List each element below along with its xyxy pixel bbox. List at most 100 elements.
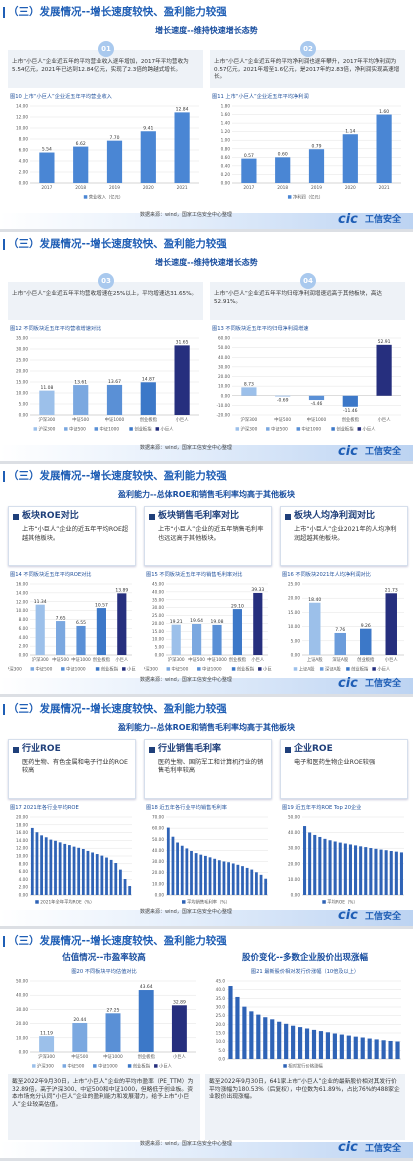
legend-label: 中证1000 xyxy=(100,426,120,433)
box-title: 板块销售毛利率对比 xyxy=(158,511,240,522)
legend-label: 沪深300 xyxy=(8,666,22,673)
header-bar xyxy=(3,7,5,18)
y-tick-label: 50.00 xyxy=(288,814,300,819)
legend-label: 中证500 xyxy=(68,1062,85,1069)
bar xyxy=(68,844,71,895)
value-label: 7.65 xyxy=(56,616,66,622)
value-label: -11.46 xyxy=(343,408,358,414)
bar xyxy=(231,863,235,895)
bar xyxy=(194,852,198,895)
legend-swatch xyxy=(61,667,65,672)
y-tick-label: 15.00 xyxy=(288,610,300,615)
slide: （三）发展情况--增长速度较快、盈利能力较强 增长速度--维持快速增长态势 数据来源… xyxy=(0,0,413,230)
y-tick-label: 45.00 xyxy=(152,582,164,587)
bar xyxy=(284,1023,289,1059)
text-box xyxy=(280,506,408,567)
slide-header: （三）发展情况--增长速度较快、盈利能力较强 xyxy=(8,6,227,18)
legend-label: 小巨人 xyxy=(377,666,391,673)
bar xyxy=(30,827,34,895)
bar xyxy=(353,1036,358,1059)
y-tick-label: 15.0 xyxy=(216,1030,226,1035)
chart-title: 图15 不同板块近五年平均销售毛利率对比 xyxy=(146,570,242,578)
bar xyxy=(44,836,48,895)
footer-band xyxy=(0,909,413,926)
value-label: 29.10 xyxy=(231,604,244,610)
legend-label: 中证1000 xyxy=(302,426,322,433)
legend-label: 中证1000 xyxy=(66,666,86,673)
bar xyxy=(249,1011,254,1059)
header-bar xyxy=(3,703,5,715)
legend-label: 创业板指 xyxy=(237,666,255,673)
bar xyxy=(119,869,122,895)
y-tick-label: 2.00 xyxy=(19,884,29,889)
legend-swatch xyxy=(127,1063,132,1068)
y-tick-label: 4.00 xyxy=(19,635,29,640)
slide: （三）发展情况--增长速度较快、盈利能力较强 估值情况--市盈率较高 股价变化--多… xyxy=(0,928,413,1158)
bar xyxy=(264,878,268,895)
value-label: 10.57 xyxy=(95,603,108,609)
y-tick-label: 0.00 xyxy=(19,181,29,186)
bar xyxy=(339,1034,344,1059)
y-tick-label: 14.00 xyxy=(16,104,28,109)
bar xyxy=(342,395,358,407)
x-tick-label: 创业板指 xyxy=(357,656,375,663)
box-text: 上市“小巨人”企业2021年的人均净利润超越其他板块。 xyxy=(294,526,397,542)
text-box xyxy=(144,506,272,567)
box-title: 行业销售毛利率 xyxy=(158,743,222,754)
box-icon xyxy=(149,746,155,753)
value-label: 18.40 xyxy=(308,597,321,603)
y-tick-label: 12.00 xyxy=(16,600,28,605)
bar xyxy=(360,629,372,656)
bar xyxy=(343,843,347,895)
x-tick-label: 2021 xyxy=(379,185,390,191)
value-label: 11.08 xyxy=(40,385,53,391)
x-tick-label: 小巨人 xyxy=(378,416,392,423)
bar xyxy=(318,836,322,895)
box-number: 04 xyxy=(300,273,316,290)
y-tick-label: 20.00 xyxy=(152,870,164,875)
box-number: 03 xyxy=(98,273,114,290)
y-tick-label: 0.20 xyxy=(221,172,231,177)
bar xyxy=(140,131,156,183)
legend-swatch xyxy=(331,427,335,431)
x-tick-label: 中证1000 xyxy=(105,416,125,423)
box-text: 上市“小巨人”企业近五年平均营收增速在25%以上，平均增速达31.65%。 xyxy=(12,291,197,298)
x-tick-label: 沪深300 xyxy=(241,416,258,423)
x-tick-label: 2021 xyxy=(177,185,188,191)
legend-swatch xyxy=(266,427,270,431)
box-title: 企业ROE xyxy=(294,743,333,754)
y-tick-label: 30.00 xyxy=(288,845,300,850)
slide-subtitle: 估值情况--市盈率较高 xyxy=(62,952,146,963)
legend-swatch xyxy=(319,667,324,672)
text-box xyxy=(8,738,136,799)
y-tick-label: 20.00 xyxy=(152,621,164,626)
x-tick-label: 中证1000 xyxy=(71,656,91,663)
y-tick-label: 20.0 xyxy=(216,1022,226,1027)
x-tick-label: 创业板指 xyxy=(229,656,247,663)
y-tick-label: 25.00 xyxy=(152,613,164,618)
y-tick-label: 16.00 xyxy=(16,830,28,835)
y-tick-label: 10.00 xyxy=(288,624,300,629)
y-tick-label: 6.00 xyxy=(19,869,29,874)
bar xyxy=(255,871,258,895)
y-tick-label: 40.00 xyxy=(288,830,300,835)
slide-subtitle: 增长速度--维持快速增长态势 xyxy=(155,26,258,35)
legend-swatch xyxy=(322,899,326,904)
box-text: 医药生物、国防军工和计算机行业的销售毛利率较高 xyxy=(158,758,264,774)
bar xyxy=(389,850,393,895)
box-icon xyxy=(13,514,19,521)
bar xyxy=(241,865,244,895)
value-label: 27.25 xyxy=(107,1007,120,1013)
bar xyxy=(374,848,378,895)
x-tick-label: 中证1000 xyxy=(307,416,327,423)
y-tick-label: 10.00 xyxy=(288,876,300,881)
bar xyxy=(291,1025,296,1059)
bar xyxy=(259,874,263,895)
slide: （三）发展情况--增长速度较快、盈利能力较强 盈利能力--总体ROE和销售毛利率均… xyxy=(0,464,413,694)
legend-label: 中证1000 xyxy=(98,1062,118,1069)
bar xyxy=(374,1039,379,1059)
legend-label: 相对发行价格涨幅 xyxy=(288,1062,323,1069)
bar xyxy=(81,848,85,895)
legend-swatch xyxy=(372,667,376,672)
y-tick-label: 12.00 xyxy=(16,115,28,120)
